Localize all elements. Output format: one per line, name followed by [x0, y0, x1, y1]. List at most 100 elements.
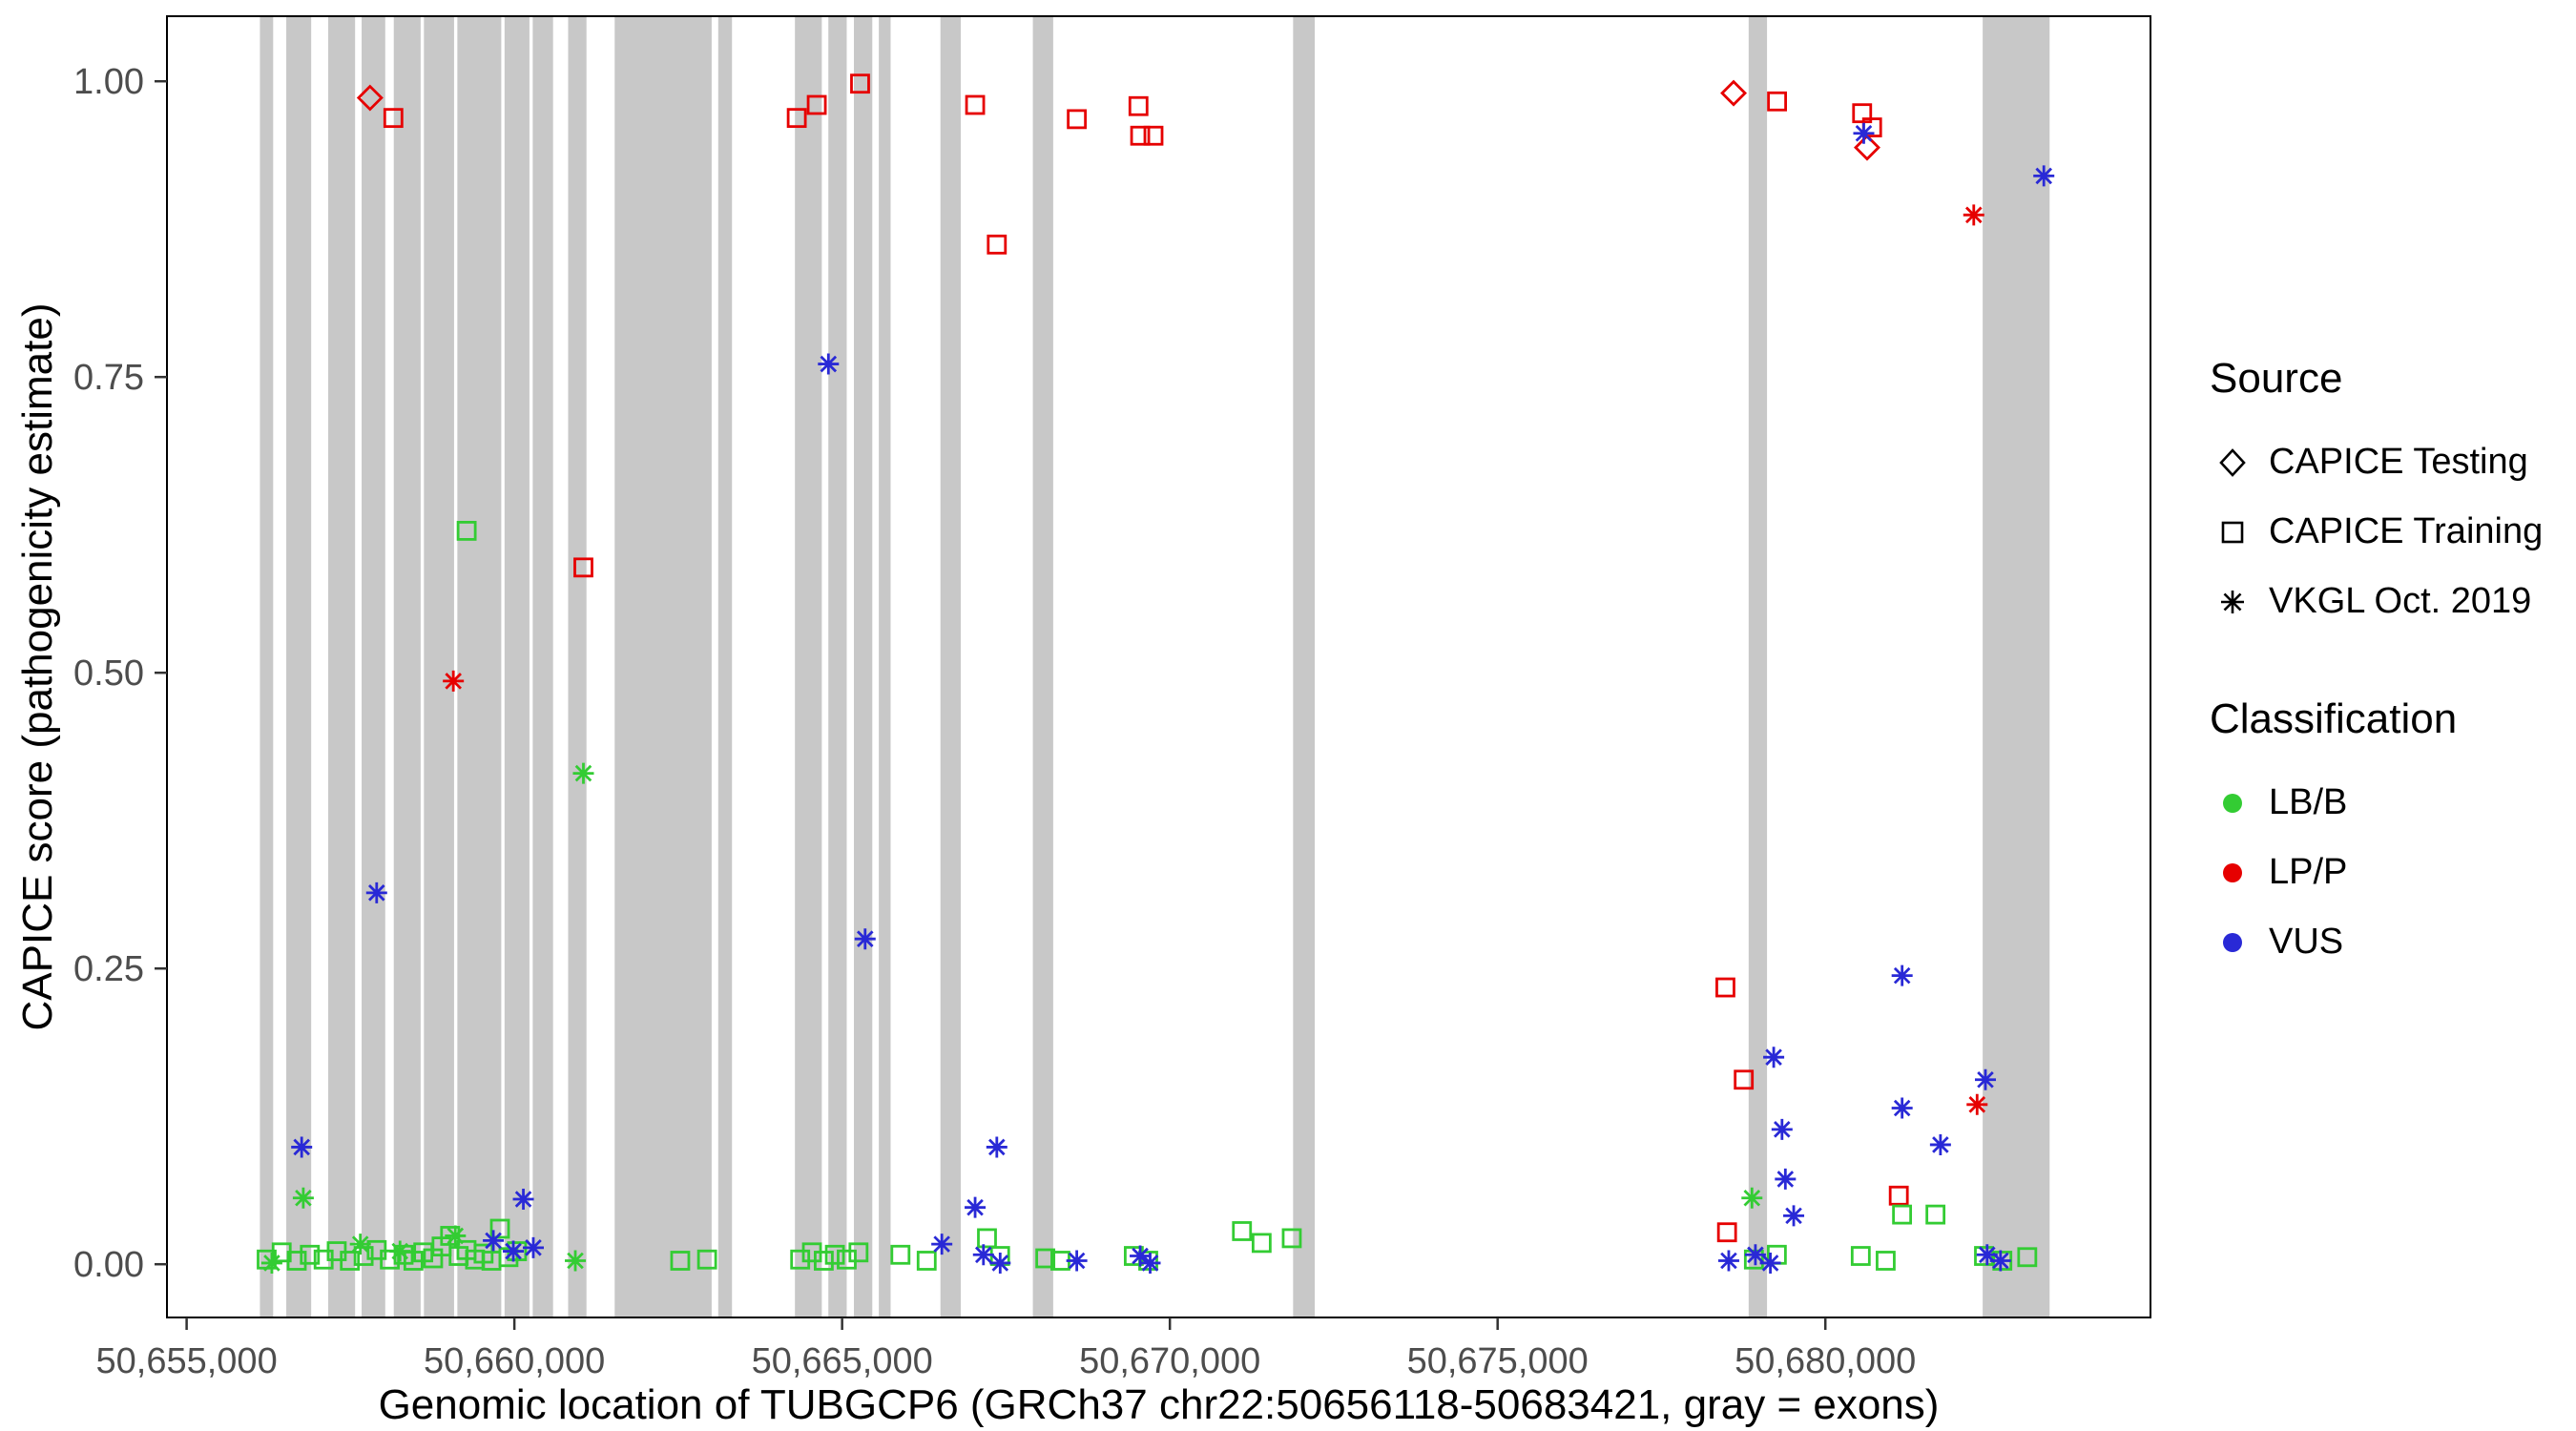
data-point — [383, 108, 404, 129]
data-point — [696, 1249, 717, 1270]
data-point — [2017, 1247, 2038, 1268]
x-tick-label: 50,670,000 — [1079, 1341, 1260, 1381]
vus-dot-icon — [2210, 920, 2255, 965]
data-point — [986, 1136, 1008, 1158]
data-point — [2033, 165, 2055, 187]
legend-item-label: VKGL Oct. 2019 — [2269, 581, 2532, 621]
legend-classification-title: Classification — [2210, 695, 2458, 742]
legend-item-label: CAPICE Training — [2269, 511, 2544, 551]
exon-band — [1293, 16, 1316, 1317]
data-point — [512, 1189, 534, 1210]
data-point — [1763, 1047, 1785, 1068]
data-point — [1720, 79, 1748, 107]
asterisk-icon — [2210, 579, 2255, 625]
x-axis-label: Genomic location of TUBGCP6 (GRCh37 chr2… — [378, 1381, 1940, 1428]
data-point — [824, 1244, 845, 1265]
data-point — [1744, 1244, 1766, 1266]
data-point — [965, 1196, 987, 1218]
data-point — [806, 94, 827, 115]
data-point — [965, 94, 986, 115]
data-point — [340, 1251, 361, 1271]
data-point — [972, 1244, 994, 1266]
exon-band — [568, 16, 587, 1317]
data-point — [1128, 95, 1149, 116]
lpp-dot-icon — [2210, 850, 2255, 896]
data-point — [389, 1240, 411, 1262]
x-tick-label: 50,675,000 — [1407, 1341, 1589, 1381]
legend-source-title: Source — [2210, 355, 2343, 402]
data-point — [1130, 1245, 1152, 1267]
data-point — [854, 928, 876, 950]
data-point — [1850, 1246, 1871, 1266]
data-point — [1767, 91, 1787, 112]
diamond-icon — [2210, 440, 2255, 486]
data-point — [1853, 122, 1875, 144]
legend-item-label: CAPICE Testing — [2269, 442, 2528, 482]
exon-band — [260, 16, 274, 1317]
data-point — [365, 881, 387, 903]
exon-band — [393, 16, 421, 1317]
data-point — [1783, 1205, 1805, 1227]
data-point — [1892, 1204, 1913, 1225]
y-tick-label: 0.25 — [73, 949, 144, 989]
x-tick-label: 50,660,000 — [424, 1341, 605, 1381]
data-point — [565, 1250, 587, 1272]
exon-band — [286, 16, 312, 1317]
data-point — [989, 1252, 1011, 1274]
data-point — [837, 1249, 857, 1270]
exon-band — [879, 16, 891, 1317]
data-point — [1975, 1068, 1996, 1090]
data-point — [445, 1225, 467, 1247]
data-point — [456, 521, 477, 541]
data-point — [1716, 1222, 1737, 1243]
exon-band — [457, 16, 502, 1317]
data-point — [1130, 125, 1151, 146]
data-point — [483, 1230, 505, 1252]
exon-band — [795, 16, 822, 1317]
data-point — [1066, 1250, 1088, 1272]
exon-band — [854, 16, 873, 1317]
exon-band — [1983, 16, 2050, 1317]
data-point — [1888, 1185, 1909, 1206]
y-tick-label: 0.50 — [73, 653, 144, 694]
data-point — [987, 234, 1008, 255]
data-point — [1925, 1204, 1946, 1225]
data-point — [572, 762, 594, 784]
data-point — [443, 670, 465, 692]
data-point — [1743, 1249, 1764, 1270]
data-point — [1775, 1168, 1797, 1190]
data-point — [489, 1218, 510, 1239]
data-point — [1734, 1069, 1755, 1090]
exon-band — [424, 16, 454, 1317]
x-tick-label: 50,655,000 — [96, 1341, 278, 1381]
legend-item-capice-training: CAPICE Training — [2210, 497, 2572, 567]
data-point — [1771, 1118, 1793, 1140]
x-tick-label: 50,680,000 — [1735, 1341, 1916, 1381]
data-point — [1759, 1252, 1781, 1274]
data-point — [814, 1251, 834, 1271]
data-point — [1281, 1228, 1302, 1249]
data-point — [916, 1251, 937, 1271]
data-point — [300, 1244, 321, 1265]
legend-item-capice-testing: CAPICE Testing — [2210, 427, 2572, 497]
lbb-dot-icon — [2210, 780, 2255, 826]
exon-band — [328, 16, 356, 1317]
y-tick-label: 1.00 — [73, 62, 144, 102]
panel-border — [166, 15, 2151, 1318]
data-point — [503, 1240, 525, 1262]
exon-band — [828, 16, 847, 1317]
exon-band — [362, 16, 385, 1317]
y-tick-label: 0.00 — [73, 1245, 144, 1285]
y-axis-label: CAPICE score (pathogenicity estimate) — [14, 302, 61, 1031]
data-point — [1717, 1250, 1739, 1272]
data-point — [573, 557, 593, 578]
data-point — [1035, 1248, 1056, 1269]
data-point — [1143, 125, 1164, 146]
data-point — [1989, 1250, 2011, 1272]
legend-item-label: VUS — [2269, 922, 2344, 962]
data-point — [848, 1242, 869, 1263]
y-tick-label: 0.75 — [73, 358, 144, 398]
data-point — [1139, 1252, 1161, 1274]
data-point — [1715, 977, 1735, 998]
